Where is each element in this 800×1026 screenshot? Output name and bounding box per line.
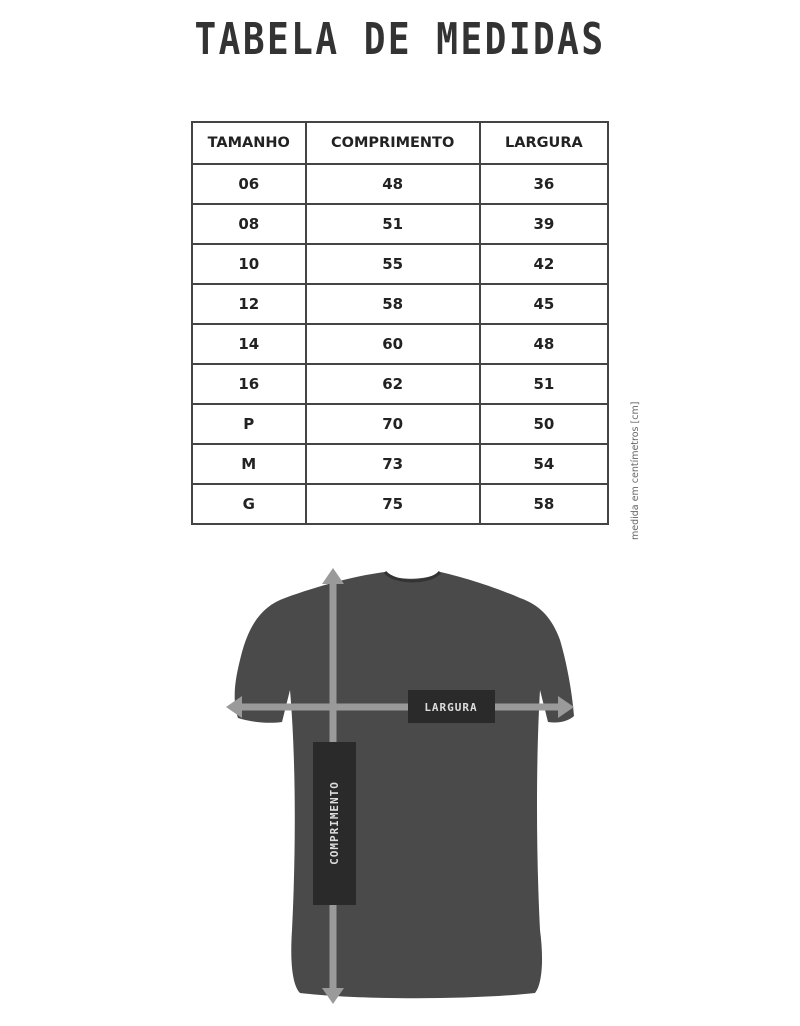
cell-largura: 45 — [478, 283, 610, 325]
cell-size: 12 — [191, 283, 307, 325]
cell-largura: 39 — [478, 203, 610, 245]
table-row: M 73 54 — [191, 443, 610, 485]
cell-largura: 48 — [478, 323, 610, 365]
table-row: G 75 58 — [191, 483, 610, 525]
table-row: 10 55 42 — [191, 243, 610, 285]
cell-comprimento: 75 — [304, 483, 481, 525]
cell-size: M — [191, 443, 307, 485]
cell-largura: 42 — [478, 243, 610, 285]
header-comprimento: COMPRIMENTO — [304, 121, 481, 165]
cell-size: 14 — [191, 323, 307, 365]
cell-comprimento: 58 — [304, 283, 481, 325]
cell-size: 10 — [191, 243, 307, 285]
cell-comprimento: 62 — [304, 363, 481, 405]
cell-comprimento: 73 — [304, 443, 481, 485]
cell-size: G — [191, 483, 307, 525]
table-row: 08 51 39 — [191, 203, 610, 245]
table-row: 06 48 36 — [191, 163, 610, 205]
table-row: 16 62 51 — [191, 363, 610, 405]
size-table: TAMANHO COMPRIMENTO LARGURA 06 48 36 08 51 39… — [191, 121, 610, 525]
cell-size: 16 — [191, 363, 307, 405]
table-row: P 70 50 — [191, 403, 610, 445]
length-label: COMPRIMENTO — [328, 781, 341, 865]
table-row: 12 58 45 — [191, 283, 610, 325]
table-header-row: TAMANHO COMPRIMENTO LARGURA — [191, 121, 610, 165]
page-title: TABELA DE MEDIDAS — [194, 14, 606, 65]
cell-size: P — [191, 403, 307, 445]
width-arrow — [226, 696, 574, 718]
cell-largura: 36 — [478, 163, 610, 205]
cell-largura: 58 — [478, 483, 610, 525]
cell-comprimento: 55 — [304, 243, 481, 285]
cell-comprimento: 48 — [304, 163, 481, 205]
tshirt-shape — [234, 572, 574, 999]
cell-size: 06 — [191, 163, 307, 205]
cell-comprimento: 60 — [304, 323, 481, 365]
width-label: LARGURA — [424, 701, 477, 714]
cell-comprimento: 51 — [304, 203, 481, 245]
header-largura: LARGURA — [478, 121, 610, 165]
cell-size: 08 — [191, 203, 307, 245]
cell-largura: 50 — [478, 403, 610, 445]
cell-largura: 51 — [478, 363, 610, 405]
header-tamanho: TAMANHO — [191, 121, 307, 165]
width-label-box — [408, 690, 495, 723]
cell-largura: 54 — [478, 443, 610, 485]
cell-comprimento: 70 — [304, 403, 481, 445]
collar — [383, 570, 442, 583]
length-label-box — [313, 742, 356, 905]
table-row: 14 60 48 — [191, 323, 610, 365]
